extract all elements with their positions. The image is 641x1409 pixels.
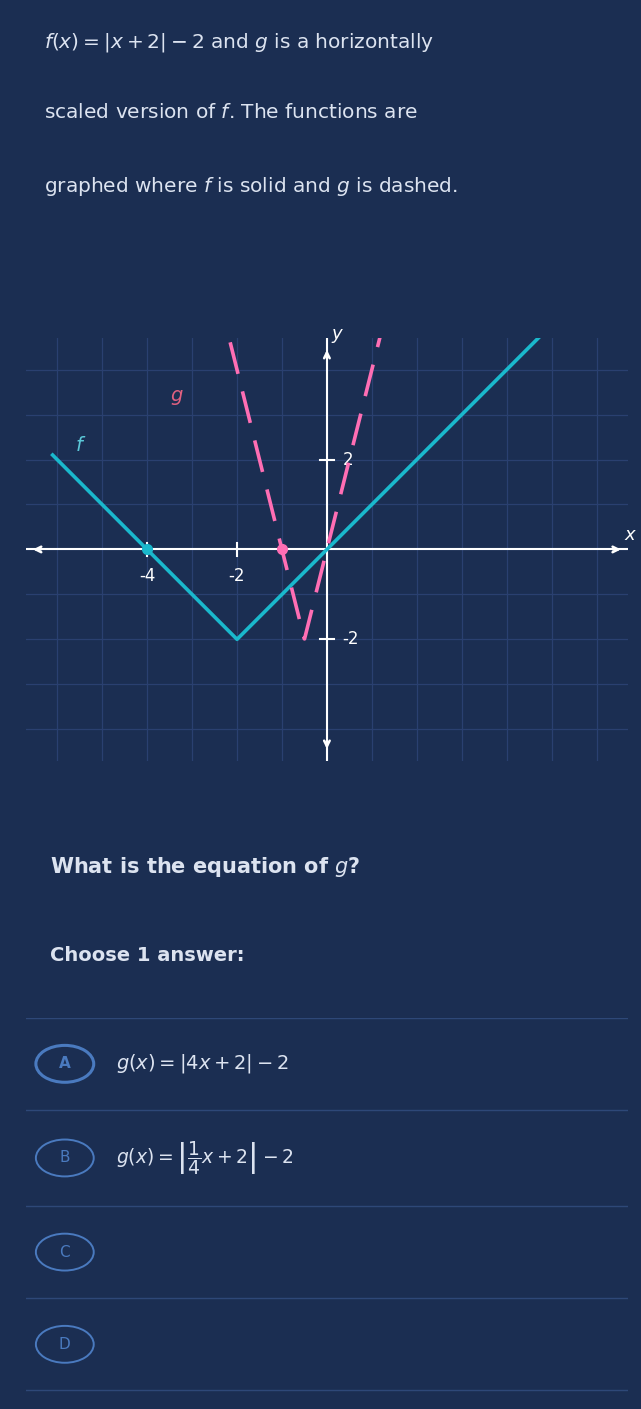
- Text: C: C: [60, 1244, 70, 1260]
- Text: -4: -4: [139, 568, 155, 585]
- Text: $y$: $y$: [331, 327, 345, 345]
- Text: $g$: $g$: [169, 387, 183, 407]
- Text: Choose 1 answer:: Choose 1 answer:: [50, 947, 244, 965]
- Text: 2: 2: [343, 451, 353, 469]
- Text: scaled version of $f$. The functions are: scaled version of $f$. The functions are: [44, 103, 417, 121]
- Text: A: A: [59, 1057, 71, 1071]
- Text: $f(x) = |x+2| - 2$ and $g$ is a horizontally: $f(x) = |x+2| - 2$ and $g$ is a horizont…: [44, 31, 434, 54]
- Text: -2: -2: [229, 568, 246, 585]
- Text: graphed where $f$ is solid and $g$ is dashed.: graphed where $f$ is solid and $g$ is da…: [44, 175, 458, 197]
- Text: -2: -2: [343, 630, 359, 648]
- Text: D: D: [59, 1337, 71, 1351]
- Text: B: B: [60, 1151, 70, 1165]
- Text: What is the equation of $g$?: What is the equation of $g$?: [50, 855, 360, 879]
- Text: $x$: $x$: [624, 526, 637, 544]
- Text: $f$: $f$: [75, 435, 87, 455]
- Text: $g(x) = \left|\dfrac{1}{4}x + 2\right| - 2$: $g(x) = \left|\dfrac{1}{4}x + 2\right| -…: [116, 1138, 294, 1177]
- Text: $g(x) = |4x + 2| - 2$: $g(x) = |4x + 2| - 2$: [116, 1053, 289, 1075]
